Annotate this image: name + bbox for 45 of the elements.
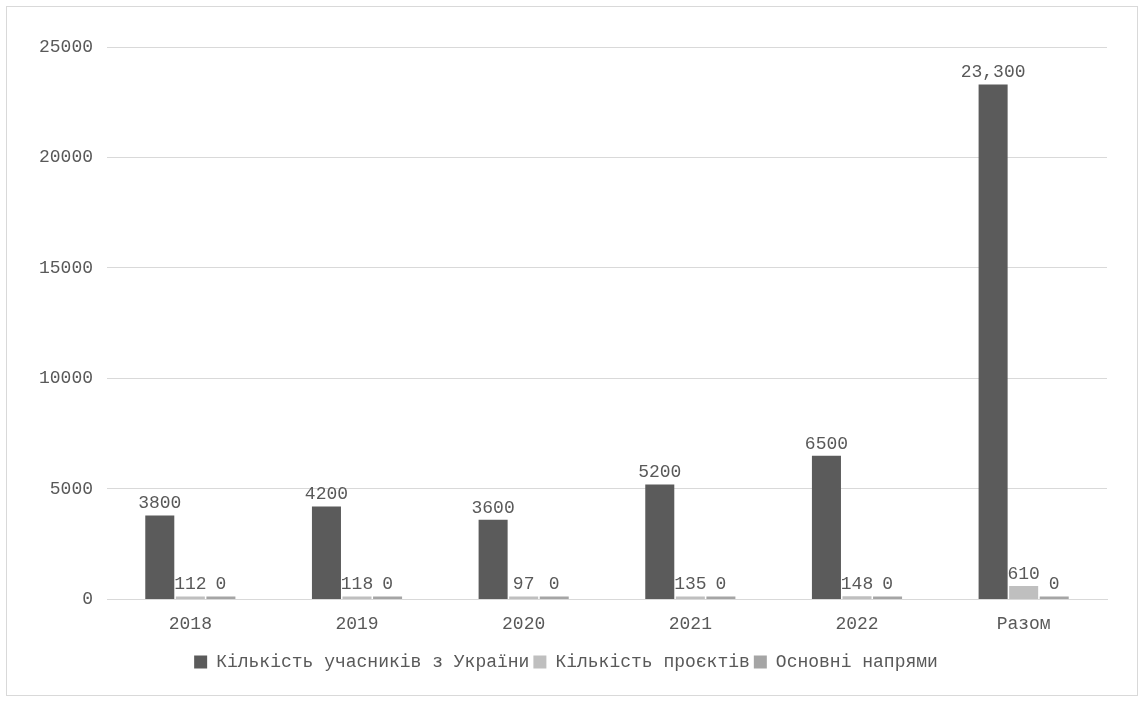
x-tick-label: 2022 [835,613,879,634]
legend-label: Основні напрями [775,651,938,672]
data-label: 0 [882,574,893,595]
bar [978,84,1008,599]
bar [645,484,675,599]
bar [1009,585,1039,599]
data-label: 0 [382,574,393,595]
data-label: 0 [715,574,727,595]
data-label: 97 [512,574,535,595]
y-tick-label: 10000 [38,368,94,389]
bar [175,596,205,599]
bar [842,596,872,599]
bar [342,596,372,599]
data-label: 0 [1048,574,1060,595]
legend-label: Кількість учасників з України [216,651,530,672]
data-label: 3600 [471,497,515,518]
data-label: 112 [174,574,207,595]
bar [675,596,705,599]
y-tick-label: 5000 [49,478,94,499]
x-tick-label: 2018 [168,613,212,634]
data-label: 118 [340,574,374,595]
x-tick-label: 2019 [335,613,379,634]
data-label: 610 [1007,563,1040,584]
data-label: 3800 [138,493,182,514]
data-label: 148 [840,573,874,594]
bar [509,596,539,599]
bar [478,519,508,599]
data-label: 23,300 [960,62,1026,83]
legend-label: Кількість проєктів [555,651,750,672]
bar [145,515,175,599]
y-tick-label: 20000 [38,147,94,168]
y-tick-label: 25000 [38,36,94,57]
x-tick-label: Разом [996,613,1051,634]
y-tick-label: 15000 [38,257,94,278]
data-label: 6500 [804,433,849,454]
data-label: 135 [674,574,707,595]
y-tick-label: 0 [82,589,94,610]
data-label: 0 [548,574,560,595]
bar [311,506,341,599]
data-label: 4200 [304,484,349,505]
x-tick-label: 2020 [502,613,546,634]
bar [811,455,841,599]
data-label: 0 [215,574,227,595]
data-label: 5200 [638,462,682,483]
x-tick-label: 2021 [668,613,712,634]
